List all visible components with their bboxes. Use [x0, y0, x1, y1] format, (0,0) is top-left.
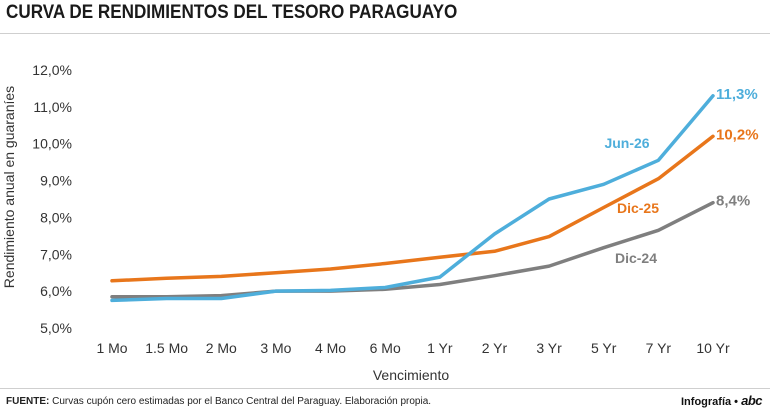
- series-name-dic-24: Dic-24: [615, 250, 657, 266]
- x-tick-label: 4 Mo: [315, 340, 346, 356]
- series-end-value-jun-26: 11,3%: [716, 86, 758, 103]
- series-name-jun-26: Jun-26: [604, 135, 649, 151]
- abc-logo: abc: [741, 393, 762, 408]
- series-line-dic-25: [110, 134, 715, 283]
- series-name-dic-25: Dic-25: [617, 200, 659, 216]
- chart-title: CURVA DE RENDIMIENTOS DEL TESORO PARAGUA…: [6, 2, 458, 23]
- x-tick-label: 3 Yr: [536, 340, 562, 356]
- x-tick-label: 3 Mo: [260, 340, 291, 356]
- y-tick-label: 12,0%: [32, 62, 72, 78]
- source-text: Curvas cupón cero estimadas por el Banco…: [52, 396, 432, 407]
- y-tick-label: 7,0%: [40, 246, 72, 262]
- source-label: FUENTE:: [6, 396, 50, 407]
- x-tick-label: 10 Yr: [696, 340, 730, 356]
- y-tick-label: 11,0%: [33, 99, 72, 115]
- x-tick-label: 5 Yr: [591, 340, 617, 356]
- series-end-value-dic-24: 8,4%: [716, 193, 750, 210]
- x-tick-label: 2 Mo: [206, 340, 237, 356]
- series-line-dic-24: [110, 200, 715, 299]
- x-tick-label: 2 Yr: [482, 340, 508, 356]
- footer-source: FUENTE: Curvas cupón cero estimadas por …: [6, 396, 431, 407]
- footer-credit: Infografía • abc: [681, 393, 762, 408]
- y-tick-label: 9,0%: [40, 173, 72, 189]
- y-tick-label: 8,0%: [40, 209, 72, 225]
- series-end-value-dic-25: 10,2%: [716, 126, 759, 143]
- series-lines: [110, 94, 715, 303]
- x-axis-ticks: 1 Mo 1.5 Mo 2 Mo 3 Mo 4 Mo 6 Mo 1 Yr 2 Yr 3 Yr 5 …: [96, 340, 730, 356]
- footer-divider: [0, 388, 770, 389]
- title-divider: [0, 33, 770, 34]
- series-line-jun-26: [110, 94, 715, 303]
- credit-text: Infografía •: [681, 396, 739, 408]
- x-tick-label: 1 Mo: [96, 340, 127, 356]
- x-tick-label: 1.5 Mo: [145, 340, 188, 356]
- x-tick-label: 1 Yr: [427, 340, 453, 356]
- yield-curve-chart: 5,0% 6,0% 7,0% 8,0% 9,0% 10,0% 11,0% 12,0% 1 Mo…: [1, 62, 759, 383]
- x-tick-label: 6 Mo: [370, 340, 401, 356]
- y-axis-ticks: 5,0% 6,0% 7,0% 8,0% 9,0% 10,0% 11,0% 12,0%: [32, 62, 72, 336]
- y-tick-label: 5,0%: [40, 320, 72, 336]
- x-axis-title: Vencimiento: [373, 367, 449, 383]
- y-tick-label: 10,0%: [32, 136, 72, 152]
- y-tick-label: 6,0%: [40, 283, 72, 299]
- series-labels: Jun-26 11,3% Dic-25 10,2% Dic-24 8,4%: [604, 86, 758, 266]
- x-tick-label: 7 Yr: [646, 340, 672, 356]
- y-axis-title: Rendimiento anual en guaraníes: [1, 86, 17, 288]
